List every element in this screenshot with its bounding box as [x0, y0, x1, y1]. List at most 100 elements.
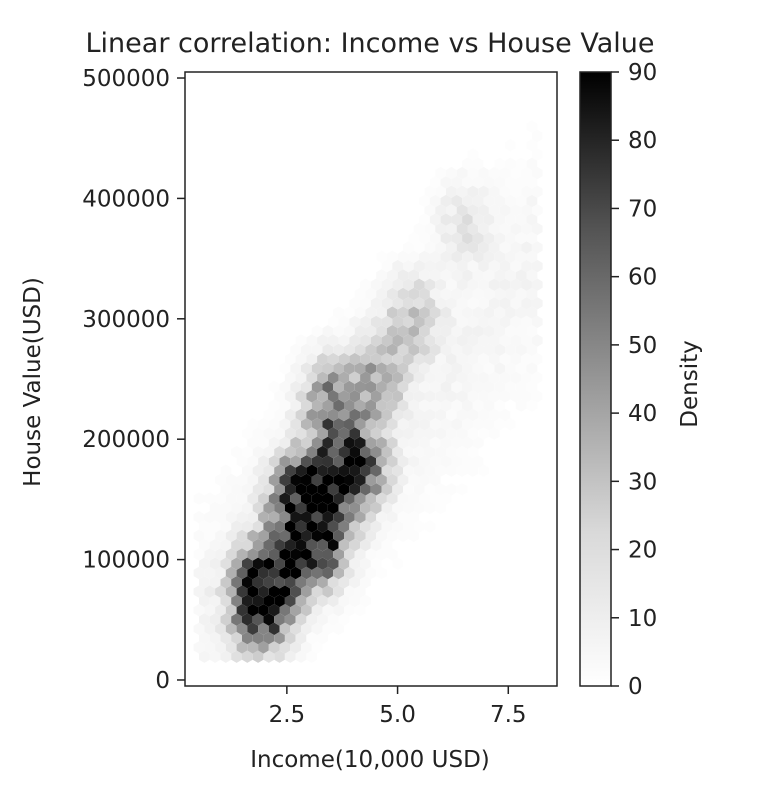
hex-cell — [333, 325, 344, 338]
hex-cell — [494, 176, 506, 189]
hex-cell — [376, 473, 387, 487]
hex-cell — [263, 557, 275, 570]
hex-cell — [317, 501, 328, 515]
colorbar-tick-label: 80 — [628, 128, 657, 154]
hex-cell — [349, 520, 361, 533]
hex-cell — [392, 315, 403, 329]
hex-cell — [403, 352, 414, 366]
hex-cell — [376, 362, 387, 375]
hex-cell — [376, 548, 387, 561]
hex-cell — [413, 315, 425, 329]
hex-cell — [526, 362, 538, 375]
hex-cell — [306, 352, 318, 366]
hex-cell — [419, 232, 430, 245]
hex-cell — [344, 306, 355, 319]
hex-cell — [419, 287, 430, 301]
hex-cell — [462, 418, 473, 431]
hex-cell — [274, 445, 285, 459]
hex-cell — [446, 278, 457, 291]
hex-cell — [397, 418, 409, 431]
hex-cell — [397, 455, 409, 468]
hex-cell — [499, 315, 511, 329]
hex-cell — [526, 213, 538, 226]
hex-cell — [403, 390, 414, 403]
hex-cell — [274, 483, 285, 496]
hex-cell — [446, 204, 457, 217]
x-tick-label: 7.5 — [490, 702, 527, 728]
hex-cell — [392, 483, 403, 496]
x-tick-label: 5.0 — [379, 702, 416, 728]
hex-cell — [392, 501, 403, 515]
hex-cell — [360, 390, 371, 403]
hex-cell — [311, 548, 323, 561]
hex-cell — [349, 371, 361, 384]
hex-cell — [435, 204, 446, 217]
hex-cell — [354, 436, 366, 449]
hex-cell — [322, 325, 334, 338]
hex-cell — [301, 399, 312, 412]
hex-cell — [263, 520, 275, 533]
hex-cell — [478, 259, 489, 273]
hex-cell — [360, 594, 371, 608]
hex-cell — [242, 576, 253, 589]
hex-cell — [225, 585, 237, 598]
hex-cell — [440, 399, 452, 412]
hex-cell — [429, 213, 441, 226]
hex-cell — [236, 529, 248, 542]
hex-cell — [306, 334, 318, 347]
hex-cell — [247, 548, 259, 561]
hex-cell — [397, 492, 409, 505]
hex-cell — [236, 511, 248, 524]
hex-cell — [295, 520, 307, 533]
hex-cell — [521, 166, 532, 180]
hex-cell — [215, 566, 226, 580]
hex-cell — [488, 166, 500, 180]
hex-cell — [478, 390, 489, 403]
hex-cell — [376, 566, 387, 580]
hex-cell — [408, 232, 420, 245]
hex-cell — [488, 315, 500, 329]
hex-cell — [376, 455, 387, 468]
hex-cell — [483, 232, 495, 245]
hex-cell — [494, 269, 506, 282]
hex-cell — [370, 390, 382, 403]
hex-cell — [386, 362, 398, 375]
hex-cell — [306, 427, 318, 440]
hex-cell — [510, 204, 522, 217]
hex-cell — [220, 483, 232, 496]
hex-cell — [290, 418, 301, 431]
hex-cell — [408, 492, 420, 505]
hex-cell — [435, 483, 446, 496]
hex-cell — [521, 204, 532, 217]
x-axis-label: Income(10,000 USD) — [250, 747, 490, 773]
hex-cell — [413, 259, 425, 273]
hex-cell — [397, 436, 409, 449]
hex-cell — [333, 399, 344, 412]
hex-cell — [370, 408, 382, 422]
hex-cell — [446, 241, 457, 254]
hex-cell — [408, 380, 420, 394]
hex-cell — [494, 325, 506, 338]
hex-cell — [440, 418, 452, 431]
hex-cell — [306, 631, 318, 645]
hex-cell — [462, 269, 473, 282]
hex-cell — [295, 352, 307, 366]
hex-cell — [499, 278, 511, 291]
hex-cell — [462, 287, 473, 301]
hex-cell — [344, 548, 355, 561]
hex-cell — [381, 427, 393, 440]
hex-cell — [526, 306, 538, 319]
hex-cell — [284, 445, 296, 459]
hex-cell — [376, 399, 387, 412]
hex-cell — [451, 176, 463, 189]
hex-cell — [274, 557, 285, 570]
hex-cell — [483, 194, 495, 208]
hex-cell — [333, 622, 344, 635]
hex-cell — [408, 473, 420, 487]
hex-cell — [419, 455, 430, 468]
hex-cell — [322, 362, 334, 375]
hex-cell — [268, 641, 280, 654]
hex-cell — [505, 287, 516, 301]
hex-cell — [440, 176, 452, 189]
hex-cell — [435, 334, 446, 347]
